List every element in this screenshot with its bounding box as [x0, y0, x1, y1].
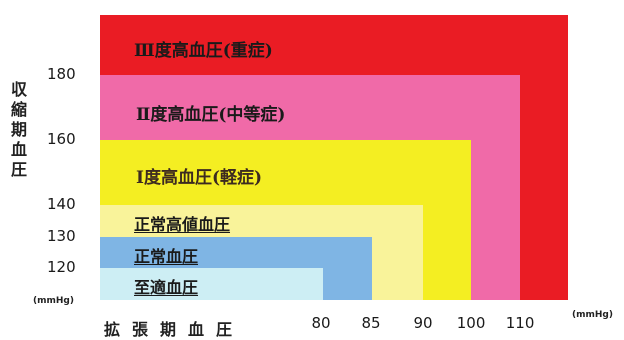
- region-6: [100, 268, 323, 300]
- region-label-1: Ⅲ度高血圧(重症): [134, 41, 273, 61]
- y-tick-160: 160: [47, 130, 76, 148]
- x-tick-85: 85: [361, 314, 381, 332]
- x-axis-unit: (mmHg): [572, 310, 613, 320]
- region-label-5: 正常血圧: [134, 247, 199, 266]
- y-axis-title: 収縮期血圧: [10, 80, 27, 179]
- y-tick-140: 140: [47, 195, 76, 213]
- y-tick-120: 120: [47, 258, 76, 276]
- x-tick-90: 90: [413, 314, 433, 332]
- region-label-4: 正常高値血圧: [134, 215, 231, 234]
- y-tick-180: 180: [47, 65, 76, 83]
- x-tick-80: 80: [311, 314, 331, 332]
- region-label-6: 至適血圧: [134, 278, 199, 297]
- region-label-3: Ⅰ度高血圧(軽症): [136, 168, 263, 188]
- x-tick-100: 100: [456, 314, 486, 332]
- x-axis-title: 拡張期血圧: [104, 320, 245, 339]
- y-tick-130: 130: [47, 227, 76, 245]
- x-tick-110: 110: [505, 314, 535, 332]
- y-axis-unit: (mmHg): [33, 296, 74, 306]
- region-label-2: Ⅱ度高血圧(中等症): [136, 105, 286, 125]
